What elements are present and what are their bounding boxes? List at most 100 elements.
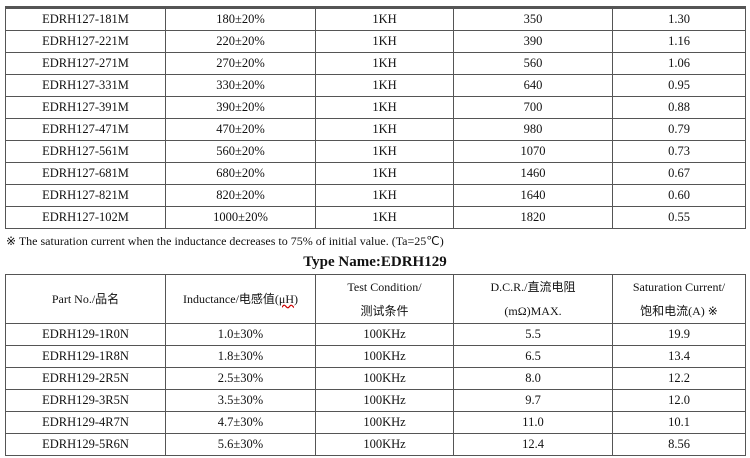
cell-part-no: EDRH129-2R5N bbox=[5, 367, 166, 390]
cell-part-no: EDRH127-471M bbox=[5, 118, 166, 141]
cell-dcr: 350 bbox=[453, 7, 613, 31]
cell-test-condition: 1KH bbox=[315, 74, 454, 97]
cell-test-condition: 100KHz bbox=[315, 323, 454, 346]
cell-test-condition: 1KH bbox=[315, 140, 454, 163]
table-row: EDRH129-5R6N 5.6±30% 100KHz 12.4 8.56 bbox=[5, 433, 746, 456]
cell-dcr: 12.4 bbox=[453, 433, 613, 456]
table-row: EDRH127-681M 680±20% 1KH 1460 0.67 bbox=[5, 162, 746, 185]
cell-test-condition: 100KHz bbox=[315, 411, 454, 434]
cell-inductance: 180±20% bbox=[165, 7, 316, 31]
cell-part-no: EDRH127-102M bbox=[5, 206, 166, 229]
table-row: EDRH127-471M 470±20% 1KH 980 0.79 bbox=[5, 118, 746, 141]
cell-inductance: 1.0±30% bbox=[165, 323, 316, 346]
table-row: EDRH129-1R8N 1.8±30% 100KHz 6.5 13.4 bbox=[5, 345, 746, 368]
cell-dcr: 5.5 bbox=[453, 323, 613, 346]
table-row: EDRH129-2R5N 2.5±30% 100KHz 8.0 12.2 bbox=[5, 367, 746, 390]
cell-inductance: 2.5±30% bbox=[165, 367, 316, 390]
header-inductance: Inductance/电感值(μH) bbox=[165, 274, 316, 324]
cell-dcr: 1070 bbox=[453, 140, 613, 163]
cell-part-no: EDRH129-3R5N bbox=[5, 389, 166, 412]
cell-saturation-current: 0.73 bbox=[612, 140, 746, 163]
table-row: EDRH127-561M 560±20% 1KH 1070 0.73 bbox=[5, 140, 746, 163]
cell-saturation-current: 12.0 bbox=[612, 389, 746, 412]
cell-inductance: 330±20% bbox=[165, 74, 316, 97]
table-row: EDRH129-4R7N 4.7±30% 100KHz 11.0 10.1 bbox=[5, 411, 746, 434]
cell-inductance: 4.7±30% bbox=[165, 411, 316, 434]
header-saturation-current: Saturation Current/饱和电流(A) ※ bbox=[612, 274, 746, 324]
cell-part-no: EDRH127-221M bbox=[5, 30, 166, 53]
cell-test-condition: 1KH bbox=[315, 96, 454, 119]
table-row: EDRH129-1R0N 1.0±30% 100KHz 5.5 19.9 bbox=[5, 323, 746, 346]
cell-part-no: EDRH127-271M bbox=[5, 52, 166, 75]
cell-part-no: EDRH127-681M bbox=[5, 162, 166, 185]
cell-dcr: 700 bbox=[453, 96, 613, 119]
cell-saturation-current: 1.16 bbox=[612, 30, 746, 53]
cell-inductance: 5.6±30% bbox=[165, 433, 316, 456]
cell-test-condition: 1KH bbox=[315, 118, 454, 141]
edrh127-table: EDRH127-181M 180±20% 1KH 350 1.30 EDRH127-221… bbox=[5, 6, 746, 229]
cell-saturation-current: 0.95 bbox=[612, 74, 746, 97]
header-row: Part No./品名 Inductance/电感值(μH) Test Cond… bbox=[5, 274, 746, 324]
table-row: EDRH127-102M 1000±20% 1KH 1820 0.55 bbox=[5, 206, 746, 229]
cell-part-no: EDRH129-4R7N bbox=[5, 411, 166, 434]
header-part-no: Part No./品名 bbox=[5, 274, 166, 324]
cell-test-condition: 1KH bbox=[315, 162, 454, 185]
table-row: EDRH127-221M 220±20% 1KH 390 1.16 bbox=[5, 30, 746, 53]
cell-part-no: EDRH127-391M bbox=[5, 96, 166, 119]
table-row: EDRH127-821M 820±20% 1KH 1640 0.60 bbox=[5, 184, 746, 207]
table-row: EDRH127-331M 330±20% 1KH 640 0.95 bbox=[5, 74, 746, 97]
cell-saturation-current: 13.4 bbox=[612, 345, 746, 368]
cell-saturation-current: 0.55 bbox=[612, 206, 746, 229]
cell-saturation-current: 19.9 bbox=[612, 323, 746, 346]
cell-inductance: 3.5±30% bbox=[165, 389, 316, 412]
cell-saturation-current: 10.1 bbox=[612, 411, 746, 434]
cell-test-condition: 1KH bbox=[315, 52, 454, 75]
cell-saturation-current: 1.30 bbox=[612, 7, 746, 31]
cell-dcr: 1820 bbox=[453, 206, 613, 229]
cell-saturation-current: 0.79 bbox=[612, 118, 746, 141]
cell-inductance: 820±20% bbox=[165, 184, 316, 207]
cell-dcr: 6.5 bbox=[453, 345, 613, 368]
cell-saturation-current: 0.88 bbox=[612, 96, 746, 119]
cell-inductance: 1000±20% bbox=[165, 206, 316, 229]
saturation-note: ※ The saturation current when the induct… bbox=[6, 234, 444, 248]
cell-saturation-current: 8.56 bbox=[612, 433, 746, 456]
table-row: EDRH129-3R5N 3.5±30% 100KHz 9.7 12.0 bbox=[5, 389, 746, 412]
cell-inductance: 470±20% bbox=[165, 118, 316, 141]
cell-inductance: 220±20% bbox=[165, 30, 316, 53]
cell-part-no: EDRH129-1R8N bbox=[5, 345, 166, 368]
cell-test-condition: 1KH bbox=[315, 206, 454, 229]
table-row: EDRH127-181M 180±20% 1KH 350 1.30 bbox=[5, 7, 746, 31]
cell-inductance: 270±20% bbox=[165, 52, 316, 75]
cell-saturation-current: 0.67 bbox=[612, 162, 746, 185]
header-test-condition: Test Condition/测试条件 bbox=[315, 274, 454, 324]
cell-dcr: 8.0 bbox=[453, 367, 613, 390]
cell-part-no: EDRH127-821M bbox=[5, 184, 166, 207]
cell-test-condition: 1KH bbox=[315, 184, 454, 207]
cell-test-condition: 100KHz bbox=[315, 367, 454, 390]
type-name-title: Type Name:EDRH129 bbox=[303, 254, 447, 270]
cell-part-no: EDRH127-561M bbox=[5, 140, 166, 163]
cell-part-no: EDRH127-331M bbox=[5, 74, 166, 97]
cell-test-condition: 100KHz bbox=[315, 433, 454, 456]
cell-dcr: 11.0 bbox=[453, 411, 613, 434]
header-dcr: D.C.R./直流电阻 (mΩ)MAX. bbox=[453, 274, 613, 324]
cell-saturation-current: 12.2 bbox=[612, 367, 746, 390]
table-row: EDRH127-271M 270±20% 1KH 560 1.06 bbox=[5, 52, 746, 75]
edrh129-table: Part No./品名 Inductance/电感值(μH) Test Cond… bbox=[5, 274, 746, 456]
cell-part-no: EDRH127-181M bbox=[5, 7, 166, 31]
cell-dcr: 1460 bbox=[453, 162, 613, 185]
cell-saturation-current: 0.60 bbox=[612, 184, 746, 207]
cell-dcr: 640 bbox=[453, 74, 613, 97]
cell-dcr: 560 bbox=[453, 52, 613, 75]
table-row: EDRH127-391M 390±20% 1KH 700 0.88 bbox=[5, 96, 746, 119]
cell-inductance: 680±20% bbox=[165, 162, 316, 185]
cell-part-no: EDRH129-5R6N bbox=[5, 433, 166, 456]
cell-part-no: EDRH129-1R0N bbox=[5, 323, 166, 346]
cell-dcr: 390 bbox=[453, 30, 613, 53]
cell-inductance: 560±20% bbox=[165, 140, 316, 163]
cell-test-condition: 1KH bbox=[315, 30, 454, 53]
cell-inductance: 1.8±30% bbox=[165, 345, 316, 368]
cell-test-condition: 100KHz bbox=[315, 389, 454, 412]
cell-dcr: 980 bbox=[453, 118, 613, 141]
